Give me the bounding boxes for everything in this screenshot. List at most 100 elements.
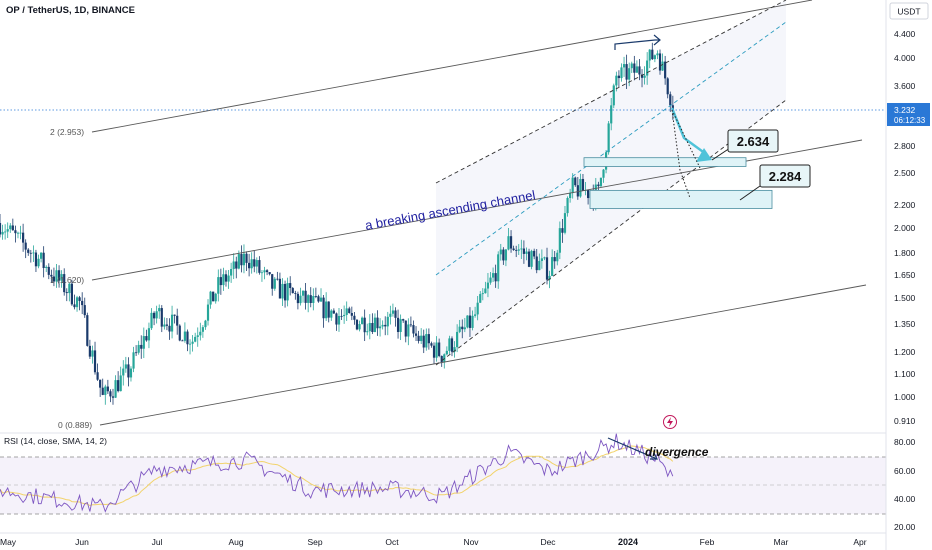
candle-body: [183, 331, 187, 341]
price-scale[interactable]: USDT 4.400 4.000 3.600 2.800 2.500 2.200…: [887, 2, 930, 426]
candle: [468, 307, 472, 338]
candle: [217, 269, 220, 302]
candle: [407, 318, 410, 346]
candle: [32, 245, 35, 262]
rsi-scale[interactable]: 80.00 60.00 40.00 20.00: [894, 437, 916, 532]
candle-body: [522, 248, 525, 254]
candle: [497, 251, 500, 289]
candle-body: [22, 232, 25, 243]
candle-body: [289, 283, 292, 289]
candle: [104, 384, 107, 405]
candle: [319, 288, 323, 303]
candle: [45, 265, 48, 273]
candle-body: [494, 273, 497, 282]
candle-body: [173, 314, 176, 316]
candle: [456, 324, 459, 353]
candle-body: [119, 375, 122, 392]
candle: [219, 268, 222, 295]
candle: [194, 332, 197, 343]
candle-body: [515, 250, 518, 251]
candle-body: [132, 352, 135, 369]
candle-body: [322, 297, 325, 319]
candle: [440, 355, 443, 367]
time-label-feb: Feb: [700, 537, 715, 547]
candle: [240, 245, 243, 273]
price-tick-9: 1.500: [894, 293, 916, 303]
candle: [55, 263, 58, 288]
candle-body: [512, 248, 515, 251]
lightning-icon[interactable]: [663, 415, 677, 429]
candle-body: [343, 314, 346, 317]
candle-body: [458, 326, 461, 332]
candle-body: [358, 324, 361, 330]
candle-body: [188, 343, 192, 345]
symbol-title: OP / TetherUS, 1D, BINANCE: [6, 5, 135, 16]
target-callout-1[interactable]: 2.634: [711, 129, 779, 161]
candle-body: [622, 64, 626, 68]
candle: [317, 294, 320, 303]
candle: [160, 305, 163, 333]
candle-body: [240, 254, 243, 266]
candle: [330, 309, 333, 321]
rsi-band: [0, 457, 886, 514]
candle-body: [273, 278, 276, 289]
candle: [432, 342, 436, 365]
target-zones[interactable]: [583, 107, 773, 209]
candle-body: [227, 275, 230, 282]
candle: [176, 308, 179, 335]
candle: [19, 225, 22, 240]
candle-body: [217, 277, 220, 294]
candle-body: [27, 249, 30, 253]
candle: [491, 267, 495, 283]
candle: [186, 329, 189, 352]
candle: [363, 309, 366, 342]
candle-body: [304, 290, 307, 303]
candle: [286, 277, 289, 307]
candle: [255, 257, 258, 274]
rsi-tick-3: 20.00: [894, 522, 916, 532]
candle: [343, 305, 346, 324]
candle-body: [497, 254, 500, 282]
time-label-jun: Jun: [75, 537, 89, 547]
candle: [91, 345, 94, 364]
candle-body: [245, 253, 248, 263]
candle: [173, 314, 176, 324]
candle: [34, 249, 38, 272]
candle: [96, 363, 99, 381]
target-callout-2[interactable]: 2.284: [739, 164, 811, 201]
candle: [512, 245, 515, 251]
candle: [486, 273, 490, 298]
candle-body: [214, 293, 217, 302]
candle-body: [556, 252, 559, 262]
candle: [474, 306, 477, 318]
candle-body: [294, 293, 297, 294]
candle: [402, 318, 405, 323]
candle: [327, 301, 330, 323]
candle-body: [381, 324, 384, 327]
time-axis[interactable]: May Jun Jul Aug Sep Oct Nov Dec 2024 Feb…: [0, 537, 867, 547]
price-tick-2: 3.600: [894, 81, 916, 91]
candle-body: [263, 270, 266, 273]
candle-body: [386, 316, 389, 327]
candle-body: [414, 333, 418, 336]
candle: [396, 309, 400, 339]
countdown-value: 06:12:33: [894, 116, 926, 125]
candle-body: [47, 266, 50, 275]
candle-body: [319, 297, 323, 302]
candle-body: [607, 123, 610, 153]
candle-body: [666, 78, 669, 95]
candle: [181, 339, 184, 342]
candle: [291, 287, 294, 294]
candle-body: [361, 317, 364, 325]
candle: [556, 249, 559, 266]
candle-body: [281, 283, 284, 299]
candle: [340, 309, 343, 320]
price-tick-13: 1.000: [894, 392, 916, 402]
candle-body: [602, 169, 605, 178]
candle-body: [271, 274, 274, 289]
candle-body: [558, 228, 561, 253]
candle-body: [638, 66, 641, 75]
target-1-value: 2.634: [737, 134, 770, 149]
candle-body: [165, 324, 169, 326]
